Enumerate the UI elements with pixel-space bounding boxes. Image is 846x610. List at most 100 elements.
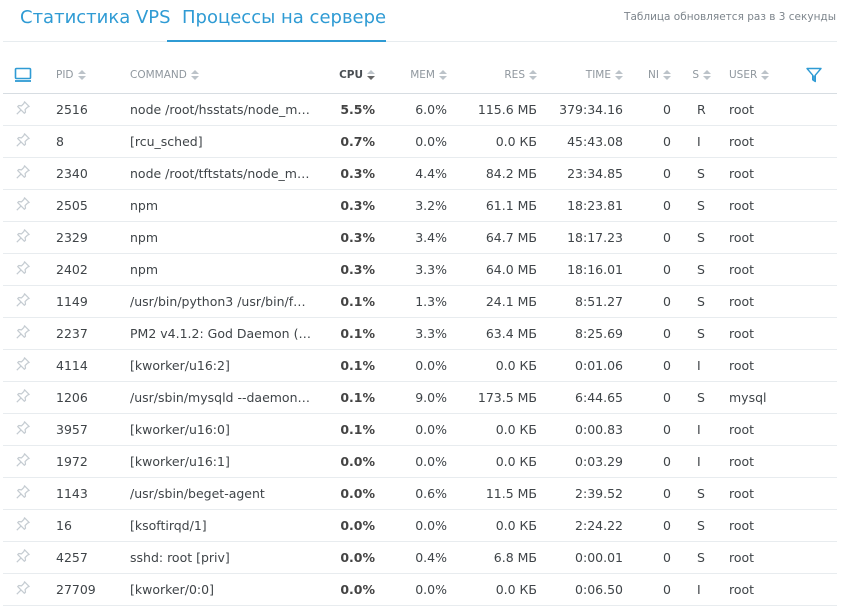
- cell-mem: 0.0%: [375, 349, 447, 382]
- cell-ni: 0: [623, 445, 671, 478]
- cell-res: 6.8 МБ: [447, 541, 537, 574]
- cell-pid: 1149: [43, 285, 127, 318]
- cell-res: 24.1 МБ: [447, 285, 537, 318]
- cell-cpu: 0.3%: [317, 189, 375, 222]
- table-row[interactable]: 2340 node /root/tftstats/node_mo... 0.3% 4.…: [3, 157, 837, 190]
- pin-icon[interactable]: [15, 516, 31, 532]
- cell-command: [kworker/u16:1]: [127, 445, 317, 478]
- cell-user: root: [715, 413, 791, 446]
- column-time[interactable]: TIME: [537, 58, 623, 94]
- pin-icon[interactable]: [15, 196, 31, 212]
- cell-res: 64.7 МБ: [447, 221, 537, 254]
- cell-cpu: 0.1%: [317, 285, 375, 318]
- column-cpu[interactable]: CPU: [317, 58, 375, 94]
- pin-icon[interactable]: [15, 164, 31, 180]
- sort-icon[interactable]: [439, 70, 447, 81]
- table-row[interactable]: 4257 sshd: root [priv] 0.0% 0.4% 6.8 МБ 0:00.…: [3, 541, 837, 574]
- sort-icon[interactable]: [663, 70, 671, 81]
- cell-mem: 0.6%: [375, 477, 447, 510]
- pin-icon[interactable]: [15, 100, 31, 116]
- pin-icon[interactable]: [15, 580, 31, 596]
- row-spacer: [791, 509, 837, 542]
- pin-icon[interactable]: [15, 452, 31, 468]
- column-mem[interactable]: MEM: [375, 58, 447, 94]
- table-row[interactable]: 1972 [kworker/u16:1] 0.0% 0.0% 0.0 КБ 0:03.29…: [3, 445, 837, 478]
- row-spacer: [791, 285, 837, 318]
- cell-s: S: [671, 541, 715, 574]
- table-row[interactable]: 1149/usr/bin/python3 /usr/bin/fa... 0.1% 1…: [3, 285, 837, 318]
- cell-res: 115.6 МБ: [447, 93, 537, 126]
- cell-mem: 3.2%: [375, 189, 447, 222]
- cell-time: 18:23.81: [537, 189, 623, 222]
- column-user[interactable]: USER: [715, 58, 791, 94]
- cell-ni: 0: [623, 573, 671, 606]
- cell-cpu: 0.1%: [317, 413, 375, 446]
- cell-ni: 0: [623, 189, 671, 222]
- cell-pid: 2505: [43, 189, 127, 222]
- pin-cell: [3, 445, 43, 478]
- column-res[interactable]: RES: [447, 58, 537, 94]
- table-row[interactable]: 1206/usr/sbin/mysqld --daemoni... 0.1% 9.0…: [3, 381, 837, 414]
- sort-icon[interactable]: [529, 70, 537, 81]
- command-text: PM2 v4.1.2: God Daemon (/r...: [130, 325, 312, 341]
- cell-s: S: [671, 189, 715, 222]
- cell-command: /usr/bin/python3 /usr/bin/fa...: [127, 285, 317, 318]
- sort-desc-icon[interactable]: [367, 70, 375, 81]
- pin-icon[interactable]: [15, 132, 31, 148]
- table-row[interactable]: 1143/usr/sbin/beget-agent 0.0% 0.6% 11.5 МБ…: [3, 477, 837, 510]
- pin-icon[interactable]: [15, 324, 31, 340]
- pin-icon[interactable]: [15, 420, 31, 436]
- pin-icon[interactable]: [15, 260, 31, 276]
- sort-icon[interactable]: [77, 70, 86, 81]
- pin-icon[interactable]: [15, 356, 31, 372]
- tab-vps-stats[interactable]: Статистика VPS: [20, 7, 171, 28]
- cell-time: 2:24.22: [537, 509, 623, 542]
- cell-res: 0.0 КБ: [447, 573, 537, 606]
- column-command[interactable]: COMMAND: [127, 58, 317, 94]
- pin-icon[interactable]: [15, 388, 31, 404]
- command-text: npm: [130, 197, 159, 213]
- cell-command: PM2 v4.1.2: God Daemon (/r...: [127, 317, 317, 350]
- sort-icon[interactable]: [761, 70, 770, 81]
- column-pid[interactable]: PID: [43, 58, 127, 94]
- row-spacer: [791, 477, 837, 510]
- cell-pid: 16: [43, 509, 127, 542]
- sort-icon[interactable]: [615, 70, 623, 81]
- cell-command: /usr/sbin/beget-agent: [127, 477, 317, 510]
- table-row[interactable]: 27709 [kworker/0:0] 0.0% 0.0% 0.0 КБ 0:06.50 0…: [3, 573, 837, 606]
- table-row[interactable]: 2237 PM2 v4.1.2: God Daemon (/r... 0.1% 3.3…: [3, 317, 837, 350]
- pin-icon[interactable]: [15, 292, 31, 308]
- pin-icon[interactable]: [15, 548, 31, 564]
- cell-user: root: [715, 189, 791, 222]
- cell-command: npm: [127, 253, 317, 286]
- table-row[interactable]: 3957 [kworker/u16:0] 0.1% 0.0% 0.0 КБ 0:00.83…: [3, 413, 837, 446]
- column-ni[interactable]: NI: [623, 58, 671, 94]
- cell-mem: 0.0%: [375, 413, 447, 446]
- table-row[interactable]: 4114 [kworker/u16:2] 0.1% 0.0% 0.0 КБ 0:01.06…: [3, 349, 837, 382]
- cell-user: root: [715, 349, 791, 382]
- tab-server-processes[interactable]: Процессы на сервере: [182, 7, 387, 28]
- monitor-icon[interactable]: [14, 67, 32, 83]
- filter-icon[interactable]: [806, 67, 822, 83]
- pin-cell: [3, 573, 43, 606]
- table-row[interactable]: 2516 node /root/hsstats/node_mo... 5.5% 6.0…: [3, 93, 837, 126]
- column-res-label: RES: [504, 69, 525, 82]
- cell-pid: 4114: [43, 349, 127, 382]
- pin-icon[interactable]: [15, 484, 31, 500]
- cell-user: root: [715, 317, 791, 350]
- cell-s: I: [671, 413, 715, 446]
- cell-command: npm: [127, 189, 317, 222]
- pin-icon[interactable]: [15, 228, 31, 244]
- column-s[interactable]: S: [671, 58, 715, 94]
- sort-icon[interactable]: [190, 70, 199, 81]
- sort-icon[interactable]: [703, 70, 711, 81]
- row-spacer: [791, 381, 837, 414]
- cell-s: S: [671, 285, 715, 318]
- row-spacer: [791, 413, 837, 446]
- cell-pid: 3957: [43, 413, 127, 446]
